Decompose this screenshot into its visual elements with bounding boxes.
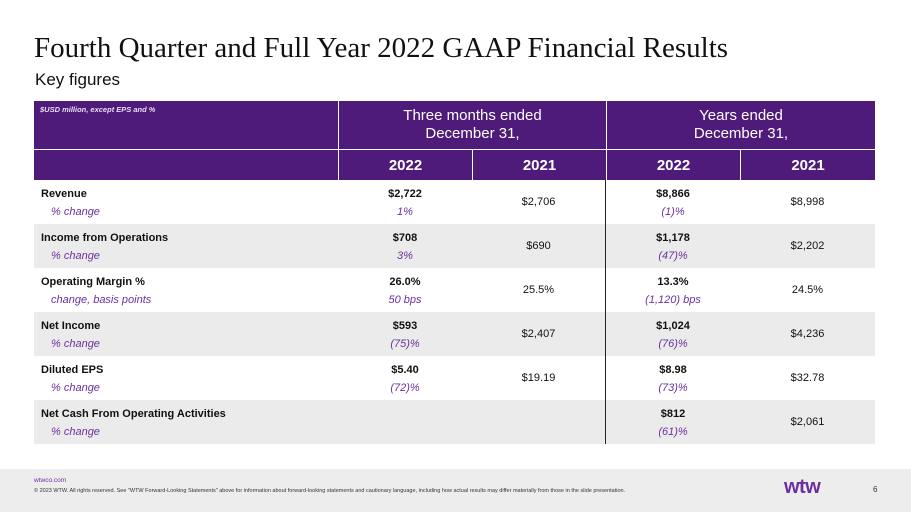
- cell-y2022: $8.98 (73)%: [606, 356, 740, 400]
- header-year-y2022: 2022: [606, 150, 740, 180]
- cell-y2021: $2,061: [790, 416, 825, 428]
- cell-y2022: $812 (61)%: [606, 400, 740, 444]
- cell-q2021: $19.19: [472, 356, 606, 400]
- cell-q2021: $2,407: [472, 312, 606, 356]
- row-label-main: Diluted EPS: [41, 364, 104, 376]
- footer-site-link[interactable]: wtwco.com: [34, 477, 67, 484]
- cell-q2022-change: (75)%: [390, 338, 420, 350]
- cell-y2021: $8,998: [790, 196, 825, 208]
- cell-q2022-change: 1%: [397, 206, 413, 218]
- table-header-years: 2022 2021 2022 2021: [34, 149, 875, 180]
- cell-y2021: 24.5%: [791, 284, 824, 296]
- wtw-logo: wtw: [784, 476, 821, 498]
- cell-q2022-value: 26.0%: [389, 276, 421, 288]
- row-label: Net Income % change: [34, 312, 338, 356]
- table-row: Income from Operations % change $708 3% $690…: [34, 224, 875, 268]
- row-label-sub: % change: [51, 338, 100, 350]
- header-years-ended: Years ended December 31,: [606, 101, 875, 149]
- cell-q2021: [472, 400, 606, 444]
- cell-q2022-change: 50 bps: [388, 294, 422, 306]
- cell-q2022-value: $5.40: [391, 364, 419, 376]
- cell-y2022-value: $8.98: [659, 364, 687, 376]
- cell-q2022-value: $593: [392, 320, 418, 332]
- row-label-sub: % change: [51, 250, 100, 262]
- header-years-ended-line2: December 31,: [693, 125, 789, 142]
- row-label: Income from Operations % change: [34, 224, 338, 268]
- units-note: $USD million, except EPS and %: [40, 105, 156, 114]
- cell-q2022: $5.40 (72)%: [338, 356, 472, 400]
- page-subtitle: Key figures: [35, 70, 121, 89]
- header-year-y2021: 2021: [740, 150, 875, 180]
- cell-q2022-value: $708: [392, 232, 418, 244]
- cell-y2022-value: $812: [660, 408, 686, 420]
- cell-y2022: 13.3% (1,120) bps: [606, 268, 740, 312]
- table-row: Diluted EPS% change $5.40 (72)% $19.19 $8.98…: [34, 356, 875, 400]
- cell-y2021: $4,236: [790, 328, 825, 340]
- row-label-main: Net Cash From Operating Activities: [41, 408, 226, 420]
- header-years-ended-line1: Years ended: [699, 107, 783, 124]
- row-label: Diluted EPS % change: [34, 356, 338, 400]
- header-three-months-line2: December 31,: [425, 125, 520, 142]
- header-year-q2021: 2021: [472, 150, 606, 180]
- row-label-main: Income from Operations: [41, 232, 169, 244]
- results-table: $USD million, except EPS and % Three mon…: [34, 101, 875, 444]
- cell-y2022-change: (47)%: [658, 250, 688, 262]
- cell-y2022-change: (76)%: [658, 338, 688, 350]
- footer: wtwco.com © 2023 WTW. All rights reserve…: [0, 469, 911, 512]
- cell-q2022: $593 (75)%: [338, 312, 472, 356]
- page-number: 6: [873, 485, 878, 494]
- cell-y2022: $1,178 (47)%: [606, 224, 740, 268]
- cell-y2022-change: (1,120) bps: [645, 294, 701, 306]
- table-row: Operating Margin % change, basis points 26…: [34, 268, 875, 312]
- header-spacer: [34, 150, 338, 180]
- cell-q2021: $690: [472, 224, 606, 268]
- table-row: Revenue% change $2,722 1% $2,706 $8,866 (1)% $…: [34, 180, 875, 224]
- table-row: Net Cash From Operating Activities % chan…: [34, 400, 875, 444]
- cell-q2022: [338, 400, 472, 444]
- cell-y2022-change: (1)%: [661, 206, 685, 218]
- row-label: Net Cash From Operating Activities % chan…: [34, 400, 338, 444]
- cell-q2021: $2,706: [472, 180, 606, 224]
- cell-y2022-value: 13.3%: [657, 276, 689, 288]
- cell-q2021: 25.5%: [472, 268, 606, 312]
- cell-y2021: $32.78: [790, 372, 825, 384]
- header-three-months-line1: Three months ended: [403, 107, 542, 124]
- cell-q2022: $708 3%: [338, 224, 472, 268]
- row-label-sub: % change: [51, 426, 100, 438]
- row-label-main: Revenue: [41, 188, 87, 200]
- cell-y2022: $8,866 (1)%: [606, 180, 740, 224]
- cell-q2022-value: $2,722: [388, 188, 422, 200]
- cell-y2022-value: $1,024: [656, 320, 690, 332]
- table-header-groups: $USD million, except EPS and % Three mon…: [34, 101, 875, 149]
- header-three-months: Three months ended December 31,: [338, 101, 606, 149]
- table-body: Revenue% change $2,722 1% $2,706 $8,866 (1)% $…: [34, 180, 875, 444]
- row-label: Operating Margin % change, basis points: [34, 268, 338, 312]
- cell-y2022-value: $1,178: [656, 232, 690, 244]
- cell-y2022-change: (73)%: [658, 382, 688, 394]
- footer-legal-text: © 2023 WTW. All rights reserved. See "WT…: [34, 488, 626, 494]
- row-label-main: Operating Margin %: [41, 276, 145, 288]
- cell-q2022: 26.0% 50 bps: [338, 268, 472, 312]
- cell-y2022-change: (61)%: [658, 426, 688, 438]
- cell-y2021: $2,202: [790, 240, 825, 252]
- cell-q2022-change: (72)%: [390, 382, 420, 394]
- cell-y2022-value: $8,866: [656, 188, 690, 200]
- row-label-main: Net Income: [41, 320, 101, 332]
- row-label: Revenue % change: [34, 180, 338, 224]
- header-year-q2022: 2022: [338, 150, 472, 180]
- page-title: Fourth Quarter and Full Year 2022 GAAP F…: [34, 32, 729, 64]
- cell-q2022-change: 3%: [397, 250, 413, 262]
- row-label-sub: change, basis points: [51, 294, 152, 306]
- cell-q2022: $2,722 1%: [338, 180, 472, 224]
- table-row: Net Income % change $593 (75)% $2,407 $1,024 (…: [34, 312, 875, 356]
- row-label-sub: % change: [51, 382, 100, 394]
- cell-y2022: $1,024 (76)%: [606, 312, 740, 356]
- row-label-sub: % change: [51, 206, 100, 218]
